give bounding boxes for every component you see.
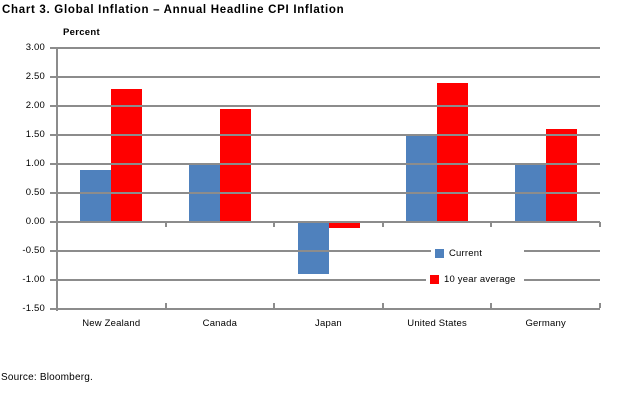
bar-10-year-average (111, 88, 143, 222)
category-tick-zero (490, 222, 493, 227)
bar-10-year-average (219, 108, 251, 222)
legend-item-10-year-average: 10 year average (426, 272, 524, 287)
y-tick-label: 2.00 (25, 100, 45, 111)
chart-title: Chart 3. Global Inflation – Annual Headl… (2, 4, 345, 16)
x-axis-label: Germany (525, 318, 566, 329)
y-axis-tick (50, 105, 57, 107)
y-axis-tick (50, 279, 57, 281)
gridline (57, 47, 600, 49)
legend-label-10-year-average: 10 year average (444, 274, 516, 285)
x-axis-label: Japan (315, 318, 342, 329)
gridline (57, 221, 600, 223)
y-axis-tick (50, 76, 57, 78)
gridline (57, 134, 600, 136)
gridline (57, 76, 600, 78)
y-axis-tick (50, 134, 57, 136)
y-axis-tick (50, 221, 57, 223)
y-tick-label: -1.50 (22, 303, 45, 314)
y-tick-label: 3.00 (25, 42, 45, 53)
legend-swatch-10-year-average (430, 275, 439, 284)
category-tick-zero (164, 222, 167, 227)
category-tick-zero (273, 222, 276, 227)
y-tick-label: 0.50 (25, 187, 45, 198)
bar-10-year-average (328, 222, 360, 228)
legend-label-current: Current (449, 248, 483, 259)
y-axis-tick (50, 47, 57, 49)
bar-current (406, 135, 438, 222)
gridline (57, 105, 600, 107)
source-note: Source: Bloomberg. (1, 372, 93, 383)
y-axis-line (56, 48, 58, 311)
bar-10-year-average (437, 82, 469, 222)
gridline (57, 279, 600, 281)
category-tick-bottom (490, 303, 493, 308)
y-tick-label: -0.50 (22, 245, 45, 256)
gridline (57, 308, 600, 310)
legend: Current 10 year average (426, 246, 524, 298)
legend-item-current: Current (431, 246, 524, 261)
bar-current (80, 169, 112, 222)
category-tick-bottom (273, 303, 276, 308)
legend-swatch-current (435, 249, 444, 258)
plot-area: Germany United States Japan Canada New Zeala… (22, 43, 601, 329)
y-axis-title: Percent (63, 27, 100, 38)
y-tick-label: 1.50 (25, 129, 45, 140)
gridline (57, 192, 600, 194)
y-axis-tick (50, 250, 57, 252)
x-axis-label: Canada (202, 318, 238, 329)
y-axis-tick (50, 308, 57, 310)
y-axis-tick (50, 192, 57, 194)
y-tick-label: 1.00 (25, 158, 45, 169)
category-tick-bottom (381, 303, 384, 308)
category-tick-bottom (599, 303, 601, 308)
bar-10-year-average (545, 129, 577, 222)
y-tick-label: -1.00 (22, 274, 45, 285)
x-axis-label: New Zealand (82, 318, 141, 329)
gridline (57, 163, 600, 165)
category-tick-zero (381, 222, 384, 227)
y-axis-tick (50, 163, 57, 165)
gridline (57, 250, 600, 252)
x-axis-label: United States (407, 318, 467, 329)
category-tick-bottom (164, 303, 167, 308)
bar-current (297, 222, 329, 275)
y-tick-label: 2.50 (25, 71, 45, 82)
y-tick-label: 0.00 (25, 216, 45, 227)
category-tick-zero (599, 222, 601, 227)
